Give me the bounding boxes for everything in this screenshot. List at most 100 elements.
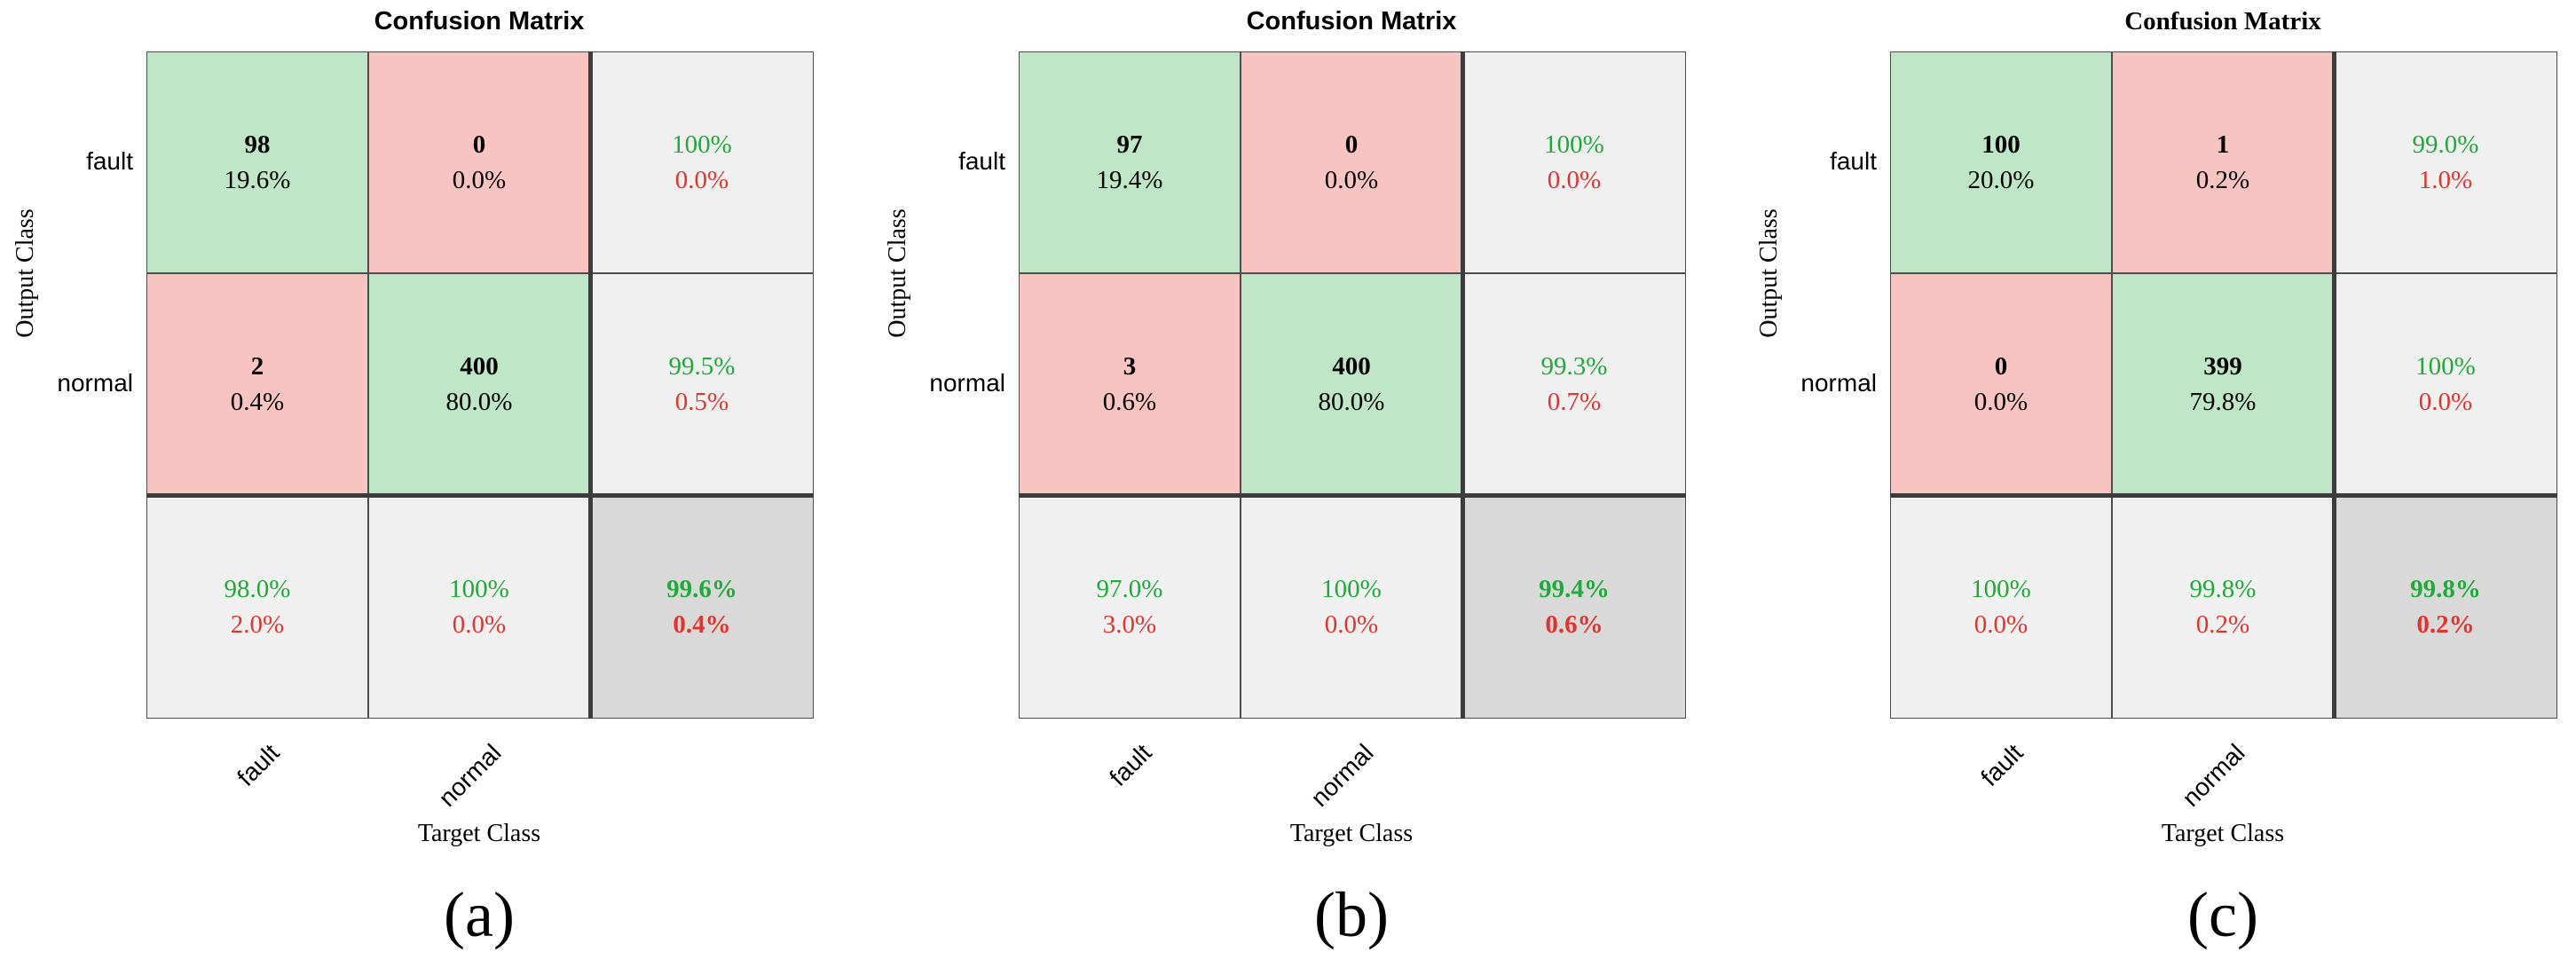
cell-percent: 80.0% xyxy=(445,388,513,416)
wrong-percent: 2.0% xyxy=(230,610,285,639)
matrix-cell: 3 0.6% xyxy=(1019,273,1241,495)
y-axis-label: Output Class xyxy=(884,208,911,338)
cell-count: 400 xyxy=(1332,352,1371,381)
correct-percent: 97.0% xyxy=(1096,575,1163,603)
correct-percent: 100% xyxy=(2415,352,2476,381)
x-axis-label: Target Class xyxy=(2161,820,2285,847)
summary-separator-vertical xyxy=(1461,51,1465,719)
column-summary-cell: 100% 0.0% xyxy=(368,495,590,719)
y-tick-label: normal xyxy=(57,369,133,397)
cell-count: 400 xyxy=(460,352,499,381)
overall-wrong-percent: 0.4% xyxy=(673,610,731,639)
x-axis-label: Target Class xyxy=(1289,820,1414,847)
row-summary-cell: 100% 0.0% xyxy=(590,51,814,273)
wrong-percent: 0.0% xyxy=(452,610,507,639)
row-summary-cell: 100% 0.0% xyxy=(2334,273,2557,495)
correct-percent: 100% xyxy=(672,130,732,159)
chart-title: Confusion Matrix xyxy=(2124,7,2321,35)
matrix-cell: 400 80.0% xyxy=(1241,273,1462,495)
column-summary-cell: 100% 0.0% xyxy=(1890,495,2112,719)
wrong-percent: 0.0% xyxy=(1324,610,1379,639)
summary-separator-horizontal xyxy=(1890,493,2557,498)
overall-correct-percent: 99.4% xyxy=(1539,575,1610,603)
cell-percent: 0.6% xyxy=(1102,388,1157,416)
y-tick-label: fault xyxy=(1830,147,1877,175)
correct-percent: 100% xyxy=(449,575,509,603)
wrong-percent: 0.2% xyxy=(2195,610,2250,639)
row-summary-cell: 99.3% 0.7% xyxy=(1462,273,1686,495)
matrix-cell: 0 0.0% xyxy=(1890,273,2112,495)
y-tick-label: normal xyxy=(1800,369,1877,397)
overall-correct-percent: 99.6% xyxy=(666,575,737,603)
cell-count: 3 xyxy=(1123,352,1137,381)
matrix-cell: 100 20.0% xyxy=(1890,51,2112,273)
correct-percent: 99.8% xyxy=(2189,575,2257,603)
matrix-cell: 2 0.4% xyxy=(146,273,368,495)
cell-percent: 80.0% xyxy=(1318,388,1385,416)
y-axis-label: Output Class xyxy=(1755,208,1783,338)
y-axis-label: Output Class xyxy=(12,208,39,338)
y-tick-label: normal xyxy=(929,369,1005,397)
cell-percent: 0.0% xyxy=(452,166,507,194)
matrix-grid: 98 19.6% 0 0.0% 2 0.4% 400 80.0% 100% 0.0% 99.5% 0.… xyxy=(146,51,814,719)
row-summary-cell: 99.0% 1.0% xyxy=(2334,51,2557,273)
chart-title: Confusion Matrix xyxy=(374,7,585,35)
overall-correct-percent: 99.8% xyxy=(2410,575,2481,603)
overall-accuracy-cell: 99.8% 0.2% xyxy=(2334,495,2557,719)
cell-percent: 0.2% xyxy=(2195,166,2250,194)
wrong-percent: 3.0% xyxy=(1102,610,1157,639)
summary-separator-vertical xyxy=(2332,51,2336,719)
matrix-cell: 400 80.0% xyxy=(368,273,590,495)
cell-percent: 0.0% xyxy=(1973,388,2029,416)
wrong-percent: 0.0% xyxy=(2418,388,2473,416)
row-summary-cell: 100% 0.0% xyxy=(1462,51,1686,273)
cell-count: 2 xyxy=(250,352,264,381)
correct-percent: 100% xyxy=(1321,575,1382,603)
correct-percent: 99.5% xyxy=(668,352,736,381)
cell-percent: 0.0% xyxy=(1324,166,1379,194)
overall-accuracy-cell: 99.4% 0.6% xyxy=(1462,495,1686,719)
summary-separator-horizontal xyxy=(1019,493,1686,498)
panel-label: (c) xyxy=(2187,879,2258,950)
y-tick-label: fault xyxy=(958,147,1005,175)
correct-percent: 99.3% xyxy=(1540,352,1608,381)
matrix-grid: 97 19.4% 0 0.0% 3 0.6% 400 80.0% 100% 0.0% 99.3% 0.… xyxy=(1019,51,1686,719)
overall-accuracy-cell: 99.6% 0.4% xyxy=(590,495,814,719)
matrix-grid: 100 20.0% 1 0.2% 0 0.0% 399 79.8% 99.0% 1.0% 100% 0… xyxy=(1890,51,2557,719)
cell-percent: 20.0% xyxy=(1967,166,2035,194)
confusion-matrix-panel-2: Confusion Matrix 97 19.4% 0 0.0% 3 0.6% 400 80.0… xyxy=(873,0,1732,975)
cell-count: 98 xyxy=(244,130,271,159)
cell-count: 97 xyxy=(1116,130,1143,159)
cell-count: 0 xyxy=(472,130,486,159)
wrong-percent: 0.7% xyxy=(1547,388,1602,416)
matrix-cell: 97 19.4% xyxy=(1019,51,1241,273)
x-axis-label: Target Class xyxy=(417,820,541,847)
matrix-cell: 0 0.0% xyxy=(1241,51,1462,273)
wrong-percent: 0.0% xyxy=(1973,610,2029,639)
cell-count: 1 xyxy=(2216,130,2230,159)
column-summary-cell: 99.8% 0.2% xyxy=(2112,495,2334,719)
y-tick-label: fault xyxy=(86,147,133,175)
panel-label: (b) xyxy=(1314,879,1389,950)
wrong-percent: 0.0% xyxy=(674,166,729,194)
correct-percent: 98.0% xyxy=(224,575,291,603)
column-summary-cell: 98.0% 2.0% xyxy=(146,495,368,719)
wrong-percent: 0.5% xyxy=(674,388,729,416)
matrix-cell: 399 79.8% xyxy=(2112,273,2334,495)
column-summary-cell: 97.0% 3.0% xyxy=(1019,495,1241,719)
cell-percent: 0.4% xyxy=(230,388,285,416)
confusion-matrix-panel-3: Confusion Matrix 100 20.0% 1 0.2% 0 0.0% 399 79.… xyxy=(1745,0,2576,975)
overall-wrong-percent: 0.6% xyxy=(1545,610,1603,639)
cell-percent: 79.8% xyxy=(2189,388,2257,416)
correct-percent: 100% xyxy=(1544,130,1604,159)
overall-wrong-percent: 0.2% xyxy=(2416,610,2475,639)
column-summary-cell: 100% 0.0% xyxy=(1241,495,1462,719)
cell-count: 100 xyxy=(1981,130,2021,159)
matrix-cell: 1 0.2% xyxy=(2112,51,2334,273)
wrong-percent: 0.0% xyxy=(1547,166,1602,194)
panel-label: (a) xyxy=(444,879,515,950)
cell-count: 0 xyxy=(1994,352,2008,381)
confusion-matrix-panel-1: Confusion Matrix 98 19.6% 0 0.0% 2 0.4% 400 80.0… xyxy=(0,0,859,975)
cell-percent: 19.6% xyxy=(224,166,291,194)
matrix-cell: 98 19.6% xyxy=(146,51,368,273)
